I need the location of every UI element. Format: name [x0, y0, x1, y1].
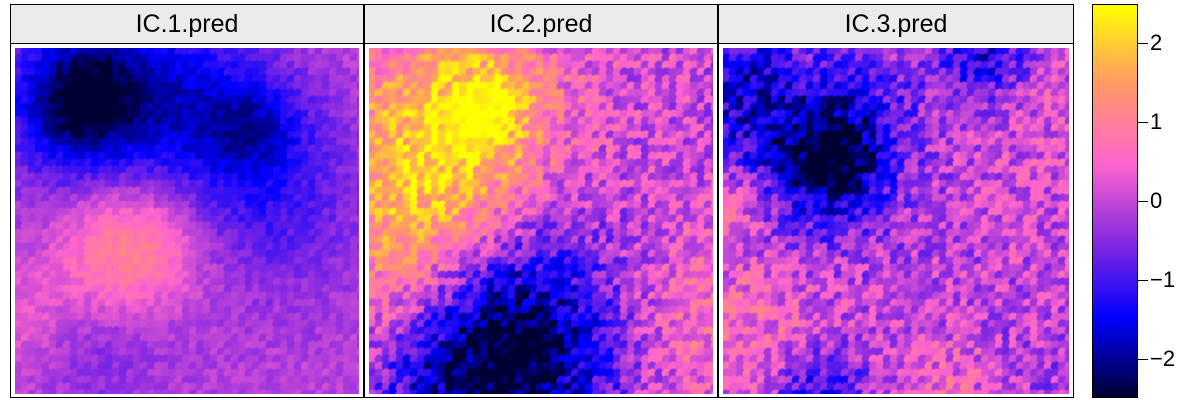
- heatmap-ic1: [15, 48, 359, 394]
- colorkey-gradient: [1093, 5, 1137, 397]
- heatmap-ic3: [723, 48, 1069, 394]
- colorkey-tick-label: 2: [1150, 30, 1163, 56]
- colorkey-tick-label: 1: [1150, 109, 1163, 135]
- panel-title-ic1: IC.1.pred: [10, 4, 364, 44]
- plot-area-ic3: [718, 43, 1074, 398]
- colorkey-tick-label: −1: [1150, 266, 1176, 292]
- plot-area-ic1: [10, 43, 364, 398]
- colorkey-tick: [1138, 122, 1148, 124]
- colorkey-tick-label: 0: [1150, 188, 1163, 213]
- colorkey: [1092, 4, 1138, 398]
- heatmap-ic2: [369, 48, 713, 394]
- panel-ic3: IC.3.pred: [718, 4, 1074, 398]
- panel-title-ic2: IC.2.pred: [364, 4, 718, 44]
- panel-ic1: IC.1.pred: [10, 4, 364, 398]
- colorkey-tick: [1138, 279, 1148, 281]
- panel-title-ic3: IC.3.pred: [718, 4, 1074, 44]
- plot-area-ic2: [364, 43, 718, 398]
- colorkey-tick: [1138, 201, 1148, 202]
- colorkey-tick-label: −2: [1150, 345, 1176, 371]
- colorkey-tick: [1138, 358, 1148, 360]
- colorkey-tick: [1138, 43, 1148, 45]
- panel-ic2: IC.2.pred: [364, 4, 718, 398]
